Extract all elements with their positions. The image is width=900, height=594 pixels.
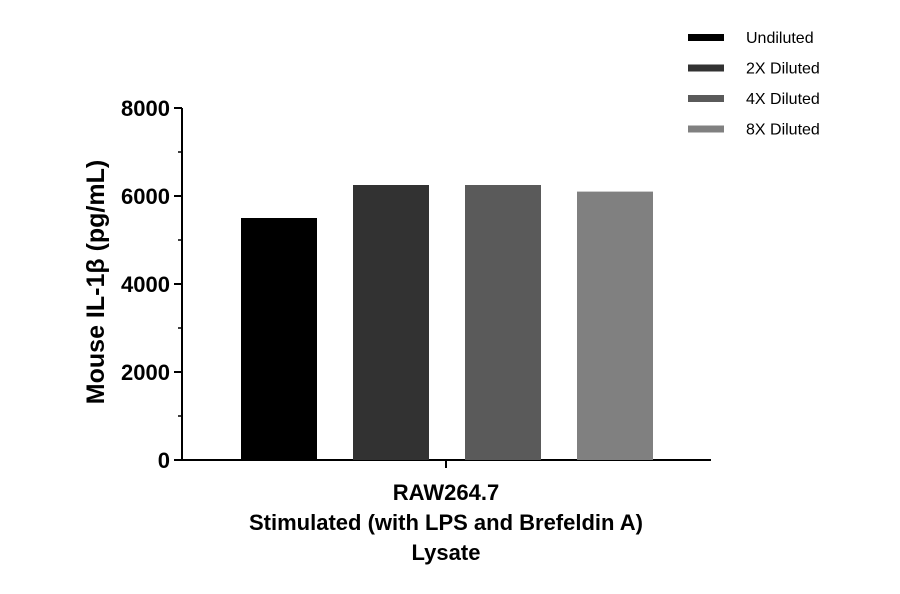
legend-label: 8X Diluted: [746, 122, 820, 139]
legend-swatch: [688, 64, 724, 72]
x-axis-labels: RAW264.7 Stimulated (with LPS and Brefel…: [249, 480, 643, 565]
y-tick-label: 6000: [121, 184, 170, 209]
legend-label: 4X Diluted: [746, 91, 820, 108]
legend-label: Undiluted: [746, 30, 814, 47]
legend-swatch: [688, 95, 724, 102]
bar-2x-diluted: [353, 185, 429, 460]
y-tick-label: 8000: [121, 96, 170, 121]
x-axis: [182, 459, 711, 468]
y-axis-title: Mouse IL-1β (pg/mL): [82, 160, 110, 404]
legend-swatch: [688, 34, 724, 41]
x-label-line-2: Stimulated (with LPS and Brefeldin A): [249, 510, 643, 535]
legend-swatch: [688, 125, 724, 133]
bar-8x-diluted: [577, 191, 653, 460]
x-label-line-1: RAW264.7: [393, 480, 499, 505]
y-tick-label: 4000: [121, 272, 170, 297]
y-tick-label: 0: [158, 448, 170, 473]
bar-4x-diluted: [465, 185, 541, 460]
x-label-line-3: Lysate: [412, 540, 481, 565]
y-axis: 0 2000 4000 6000 8000: [121, 96, 183, 473]
bar-undiluted: [241, 218, 317, 460]
legend-label: 2X Diluted: [746, 61, 820, 78]
legend: Undiluted 2X Diluted 4X Diluted 8X Diluted: [688, 30, 820, 139]
bars-group: [241, 185, 653, 460]
y-tick-label: 2000: [121, 360, 170, 385]
